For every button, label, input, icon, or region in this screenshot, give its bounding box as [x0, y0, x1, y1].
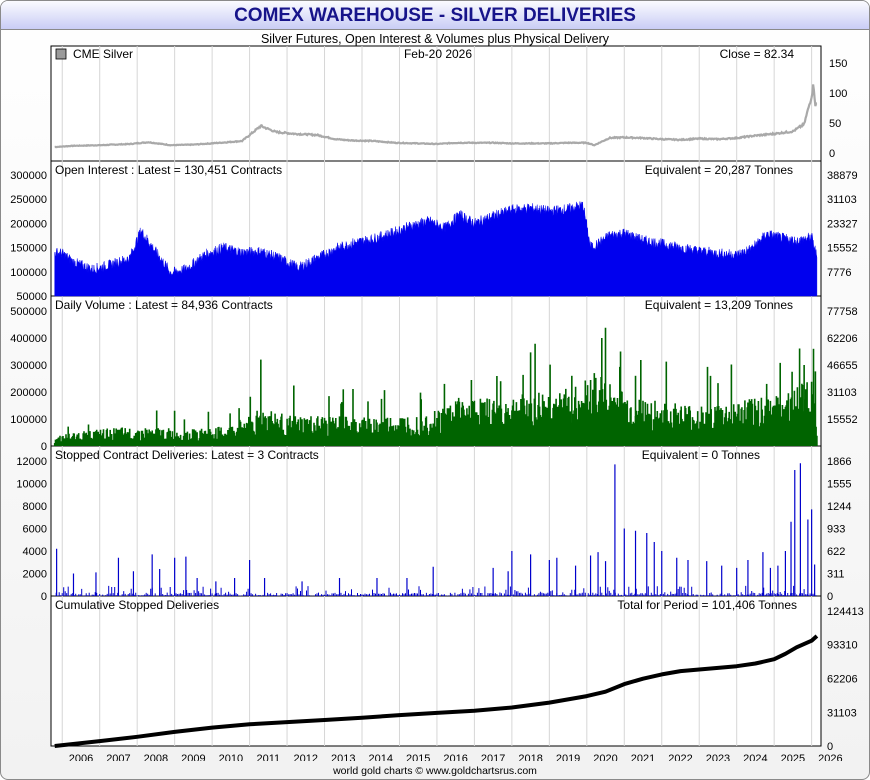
price-right-tick-150: 150 — [829, 58, 847, 70]
stop-left-tick-4000: 4000 — [23, 546, 47, 558]
stop-right-tick-933: 933 — [827, 524, 845, 536]
year-tick-2021: 2021 — [631, 753, 655, 761]
cum-right-tick-93310: 93310 — [827, 640, 858, 652]
year-tick-2015: 2015 — [406, 753, 430, 761]
year-tick-2026: 2026 — [818, 753, 842, 761]
price-panel — [50, 45, 822, 162]
vol-left-tick-0: 0 — [41, 441, 47, 453]
year-tick-2023: 2023 — [706, 753, 730, 761]
vertical-gridlines — [61, 46, 813, 746]
vol-latest-label: Daily Volume : Latest = 84,936 Contracts — [55, 298, 273, 312]
year-tick-2012: 2012 — [294, 753, 318, 761]
vol-right-tick-15552: 15552 — [827, 414, 858, 426]
price-date-label: Feb-20 2026 — [404, 47, 472, 61]
chart-svg: 2006 2007 2008 2009 2010 2011 2012 2013 2014 2015… — [10, 1, 863, 761]
stop-right-tick-0: 0 — [827, 591, 833, 603]
stop-left-tick-6000: 6000 — [23, 524, 47, 536]
year-tick-2020: 2020 — [593, 753, 617, 761]
volume-bars — [53, 327, 818, 446]
year-tick-2008: 2008 — [144, 753, 168, 761]
oi-right-tick-46655: 46655 — [827, 1, 858, 4]
oi-equiv-label: Equivalent = 20,287 Tonnes — [645, 163, 793, 177]
stop-left-tick-8000: 8000 — [23, 501, 47, 513]
oi-right-tick-15552: 15552 — [827, 243, 858, 255]
title-banner — [1, 1, 869, 30]
oi-latest-label: Open Interest : Latest = 130,451 Contrac… — [55, 163, 282, 177]
year-tick-2009: 2009 — [181, 753, 205, 761]
oi-left-tick-300000: 300000 — [10, 170, 47, 182]
price-right-tick-50: 50 — [829, 118, 841, 130]
year-tick-2011: 2011 — [256, 753, 280, 761]
stop-equiv-label: Equivalent = 0 Tonnes — [642, 448, 760, 462]
year-tick-2019: 2019 — [556, 753, 580, 761]
vol-right-tick-46655: 46655 — [827, 360, 858, 372]
oi-left-tick-50000: 50000 — [16, 291, 47, 303]
vol-left-tick-500000: 500000 — [10, 306, 47, 318]
oi-right-tick-38879: 38879 — [827, 170, 858, 182]
year-tick-2014: 2014 — [368, 753, 392, 761]
price-right-tick-100: 100 — [829, 88, 847, 100]
year-tick-2016: 2016 — [443, 753, 467, 761]
oi-right-tick-23327: 23327 — [827, 218, 858, 230]
stop-left-tick-2000: 2000 — [23, 569, 47, 581]
cum-right-tick-0: 0 — [827, 741, 833, 753]
legend-swatch — [55, 48, 67, 60]
year-tick-2022: 2022 — [668, 753, 692, 761]
stop-right-tick-1244: 1244 — [827, 501, 851, 513]
price-close-label: Close = 82.34 — [720, 47, 795, 61]
stop-left-tick-0: 0 — [41, 591, 47, 603]
cum-right-tick-31103: 31103 — [827, 707, 857, 719]
oi-right-tick-31103: 31103 — [827, 194, 857, 206]
stop-right-tick-311: 311 — [827, 569, 845, 581]
year-tick-2017: 2017 — [481, 753, 505, 761]
year-tick-2024: 2024 — [743, 753, 767, 761]
stop-latest-label: Stopped Contract Deliveries: Latest = 3 … — [55, 448, 319, 462]
vol-left-tick-400000: 400000 — [10, 333, 47, 345]
cum-right-tick-62206: 62206 — [827, 674, 858, 686]
open-interest-area — [54, 201, 818, 297]
chart-subtitle: Silver Futures, Open Interest & Volumes … — [260, 32, 610, 46]
year-tick-2018: 2018 — [518, 753, 542, 761]
vol-equiv-label: Equivalent = 13,209 Tonnes — [645, 298, 793, 312]
year-tick-2010: 2010 — [219, 753, 243, 761]
stop-right-tick-1866: 1866 — [827, 456, 851, 468]
vol-right-tick-77758: 77758 — [827, 306, 858, 318]
oi-left-tick-150000: 150000 — [10, 243, 47, 255]
vol-left-tick-200000: 200000 — [10, 387, 47, 399]
cumulative-panel — [50, 595, 822, 747]
stop-right-tick-622: 622 — [827, 546, 845, 558]
oi-left-tick-250000: 250000 — [10, 194, 47, 206]
price-line — [54, 84, 818, 149]
oi-left-tick-100000: 100000 — [10, 267, 47, 279]
year-tick-2013: 2013 — [331, 753, 355, 761]
deliveries-panel — [50, 445, 822, 597]
stop-right-tick-1555: 1555 — [827, 479, 851, 491]
price-legend-label: CME Silver — [73, 47, 133, 61]
cum-title-label: Cumulative Stopped Deliveries — [55, 598, 219, 612]
stop-left-tick-12000: 12000 — [16, 456, 47, 468]
price-right-tick-0: 0 — [829, 148, 835, 160]
vol-right-tick-62206: 62206 — [827, 333, 858, 345]
cum-right-tick-124413: 124413 — [827, 606, 864, 618]
cumulative-line — [54, 634, 819, 748]
series-layer — [53, 84, 819, 748]
tick-labels: 2006 2007 2008 2009 2010 2011 2012 2013 2014 2015… — [10, 1, 863, 761]
chart-title: COMEX WAREHOUSE - SILVER DELIVERIES — [234, 5, 636, 26]
year-tick-2025: 2025 — [781, 753, 805, 761]
vol-left-tick-300000: 300000 — [10, 360, 47, 372]
oi-right-tick-7776: 7776 — [827, 267, 851, 279]
year-tick-2007: 2007 — [106, 753, 130, 761]
footer-credit: world gold charts © www.goldchartsrus.co… — [333, 765, 537, 777]
year-tick-2006: 2006 — [69, 753, 93, 761]
cum-total-label: Total for Period = 101,406 Tonnes — [617, 598, 797, 612]
vol-left-tick-100000: 100000 — [10, 414, 47, 426]
stop-left-tick-10000: 10000 — [16, 479, 47, 491]
oi-left-tick-200000: 200000 — [10, 218, 47, 230]
vol-right-tick-31103: 31103 — [827, 387, 857, 399]
